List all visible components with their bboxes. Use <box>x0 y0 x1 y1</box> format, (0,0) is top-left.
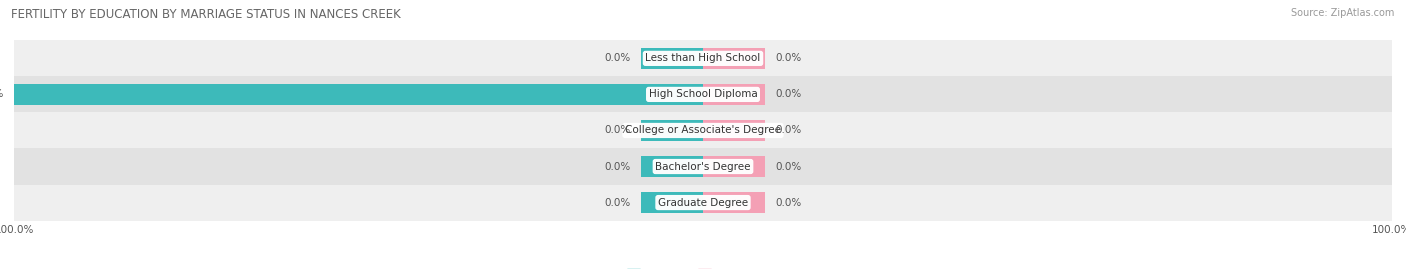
Text: Source: ZipAtlas.com: Source: ZipAtlas.com <box>1291 8 1395 18</box>
Bar <box>703 48 765 69</box>
Text: Graduate Degree: Graduate Degree <box>658 197 748 208</box>
Bar <box>703 156 765 177</box>
Text: 0.0%: 0.0% <box>775 161 801 172</box>
Text: 0.0%: 0.0% <box>605 197 631 208</box>
Bar <box>703 192 765 213</box>
Bar <box>14 112 1392 148</box>
Text: 0.0%: 0.0% <box>775 53 801 63</box>
Bar <box>14 40 1392 76</box>
Text: Bachelor's Degree: Bachelor's Degree <box>655 161 751 172</box>
Bar <box>641 120 703 141</box>
Bar <box>14 76 1392 112</box>
Text: 0.0%: 0.0% <box>775 197 801 208</box>
Bar <box>641 192 703 213</box>
Text: 0.0%: 0.0% <box>775 89 801 100</box>
Bar <box>641 48 703 69</box>
Bar <box>703 120 765 141</box>
Text: 0.0%: 0.0% <box>605 161 631 172</box>
Text: 100.0%: 100.0% <box>0 89 4 100</box>
Text: 0.0%: 0.0% <box>775 125 801 136</box>
Bar <box>14 185 1392 221</box>
Legend: Married, Unmarried: Married, Unmarried <box>621 264 785 269</box>
Text: FERTILITY BY EDUCATION BY MARRIAGE STATUS IN NANCES CREEK: FERTILITY BY EDUCATION BY MARRIAGE STATU… <box>11 8 401 21</box>
Text: College or Associate's Degree: College or Associate's Degree <box>626 125 780 136</box>
Text: High School Diploma: High School Diploma <box>648 89 758 100</box>
Text: Less than High School: Less than High School <box>645 53 761 63</box>
Text: 0.0%: 0.0% <box>605 53 631 63</box>
Bar <box>641 156 703 177</box>
Bar <box>703 84 765 105</box>
Bar <box>14 84 703 105</box>
Bar <box>14 148 1392 185</box>
Text: 0.0%: 0.0% <box>605 125 631 136</box>
